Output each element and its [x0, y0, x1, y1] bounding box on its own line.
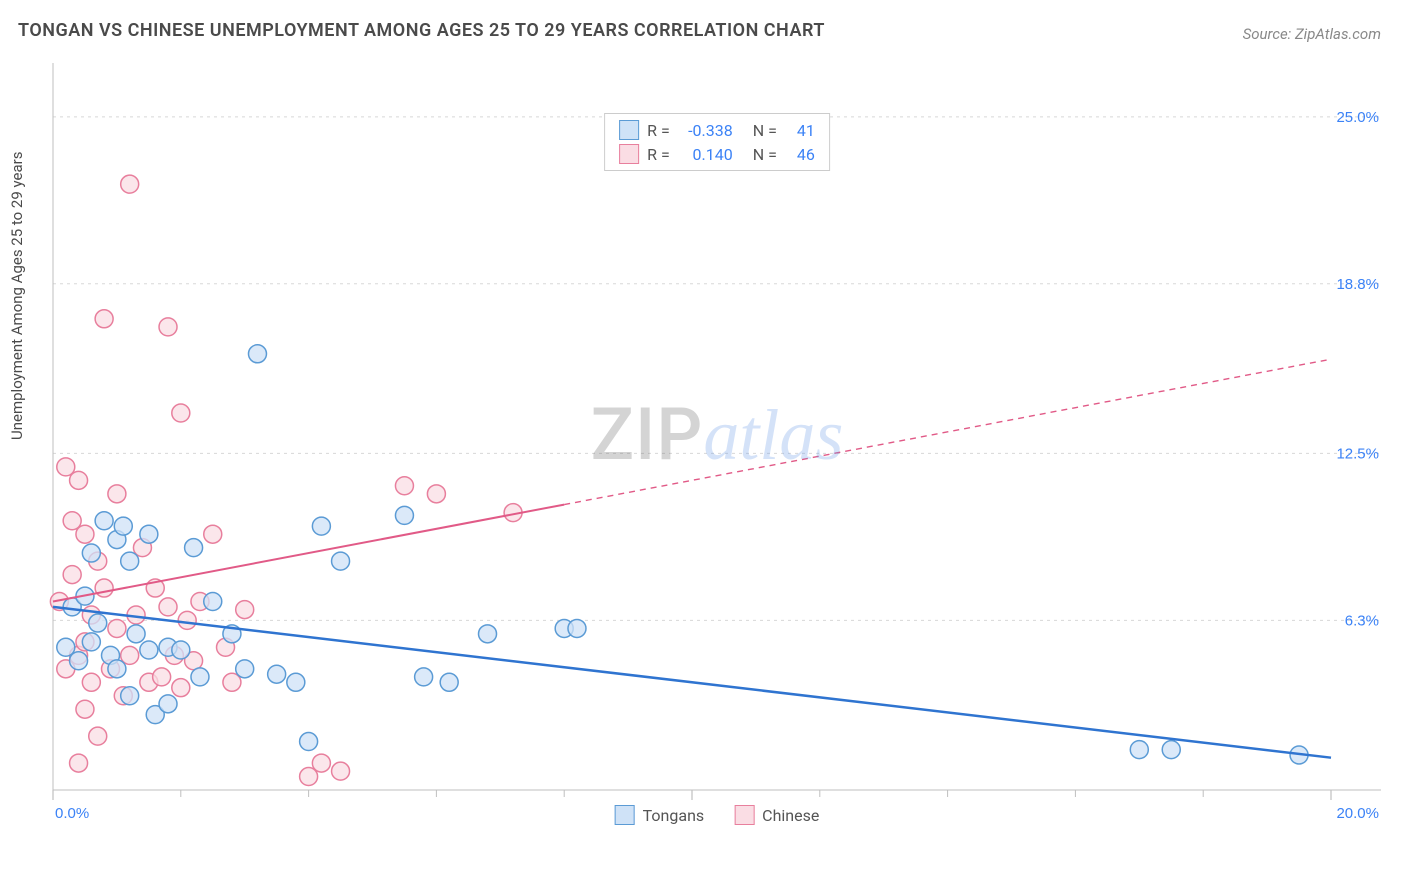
legend-swatch — [615, 805, 635, 825]
series-legend: Tongans Chinese — [615, 805, 820, 825]
legend-n-value: 46 — [785, 145, 815, 164]
chart-area: 6.3%12.5%18.8%25.0%0.0%20.0% ZIPatlas R … — [48, 55, 1386, 830]
svg-text:6.3%: 6.3% — [1345, 612, 1379, 629]
legend-swatch — [619, 144, 639, 164]
legend-n-label: N = — [753, 121, 777, 140]
legend-n-label: N = — [753, 145, 777, 164]
chart-title: TONGAN VS CHINESE UNEMPLOYMENT AMONG AGE… — [18, 20, 825, 41]
legend-r-label: R = — [647, 121, 670, 140]
svg-text:12.5%: 12.5% — [1336, 445, 1379, 462]
svg-text:20.0%: 20.0% — [1336, 805, 1379, 822]
correlation-legend-row: R = 0.140 N = 46 — [619, 142, 815, 166]
scatter-chart-svg: 6.3% 12.5% 18.8% 25.0% 0.0% 20.0% — [48, 55, 1386, 830]
series-legend-item: Chinese — [734, 805, 819, 825]
series-legend-label: Chinese — [762, 806, 819, 825]
svg-text:0.0%: 0.0% — [55, 805, 89, 822]
correlation-legend: R = -0.338 N = 41 R = 0.140 N = 46 — [604, 113, 830, 171]
legend-n-value: 41 — [785, 121, 815, 140]
source-attribution: Source: ZipAtlas.com — [1243, 25, 1381, 43]
legend-swatch — [619, 120, 639, 140]
legend-swatch — [734, 805, 754, 825]
series-legend-label: Tongans — [643, 806, 705, 825]
svg-text:18.8%: 18.8% — [1336, 276, 1379, 293]
correlation-legend-row: R = -0.338 N = 41 — [619, 118, 815, 142]
y-axis-label: Unemployment Among Ages 25 to 29 years — [8, 152, 26, 440]
svg-text:25.0%: 25.0% — [1336, 109, 1379, 126]
legend-r-label: R = — [647, 145, 670, 164]
series-legend-item: Tongans — [615, 805, 705, 825]
legend-r-value: -0.338 — [678, 121, 733, 140]
legend-r-value: 0.140 — [678, 145, 733, 164]
